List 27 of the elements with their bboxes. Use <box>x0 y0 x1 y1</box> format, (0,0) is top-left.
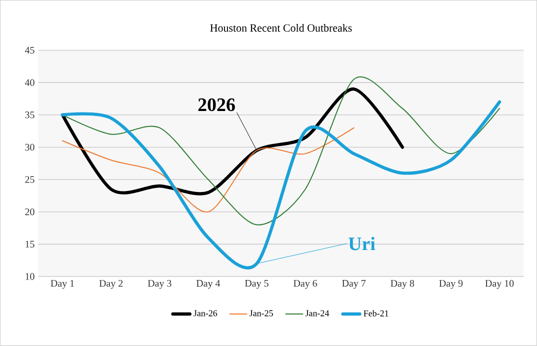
x-tick-label: Day 6 <box>294 280 318 289</box>
legend-label: Feb-21 <box>364 310 388 317</box>
x-tick-label: Day 8 <box>390 280 414 289</box>
x-tick-label: Day 1 <box>50 280 74 289</box>
y-tick-label: 40 <box>24 79 34 86</box>
annotation: 2026 <box>198 98 235 112</box>
y-tick-label: 30 <box>25 144 34 151</box>
y-tick-label: 10 <box>26 273 34 280</box>
chart-title: Houston Recent Cold Outbreaks <box>210 24 352 32</box>
legend-label: Jan-25 <box>250 310 273 316</box>
y-tick-label: 25 <box>25 176 34 183</box>
x-tick-label: Day 9 <box>439 280 463 289</box>
y-tick-label: 20 <box>25 208 34 216</box>
y-tick-label: 35 <box>25 112 34 118</box>
y-tick-label: 45 <box>24 47 34 54</box>
x-tick-label: Day 4 <box>196 280 220 289</box>
line-series <box>60 88 404 196</box>
x-tick-label: Day 10 <box>485 280 514 289</box>
line-series <box>62 127 354 212</box>
legend-label: Jan-24 <box>305 310 330 316</box>
x-tick-label: Day 3 <box>148 280 172 289</box>
x-tick-label: Day 7 <box>342 280 366 289</box>
x-tick-label: Day 5 <box>244 280 268 289</box>
x-tick-label: Day 2 <box>99 280 123 289</box>
y-tick-label: 15 <box>26 240 34 248</box>
annotation: Uri <box>348 237 376 250</box>
legend-label: Jan-26 <box>194 310 218 316</box>
